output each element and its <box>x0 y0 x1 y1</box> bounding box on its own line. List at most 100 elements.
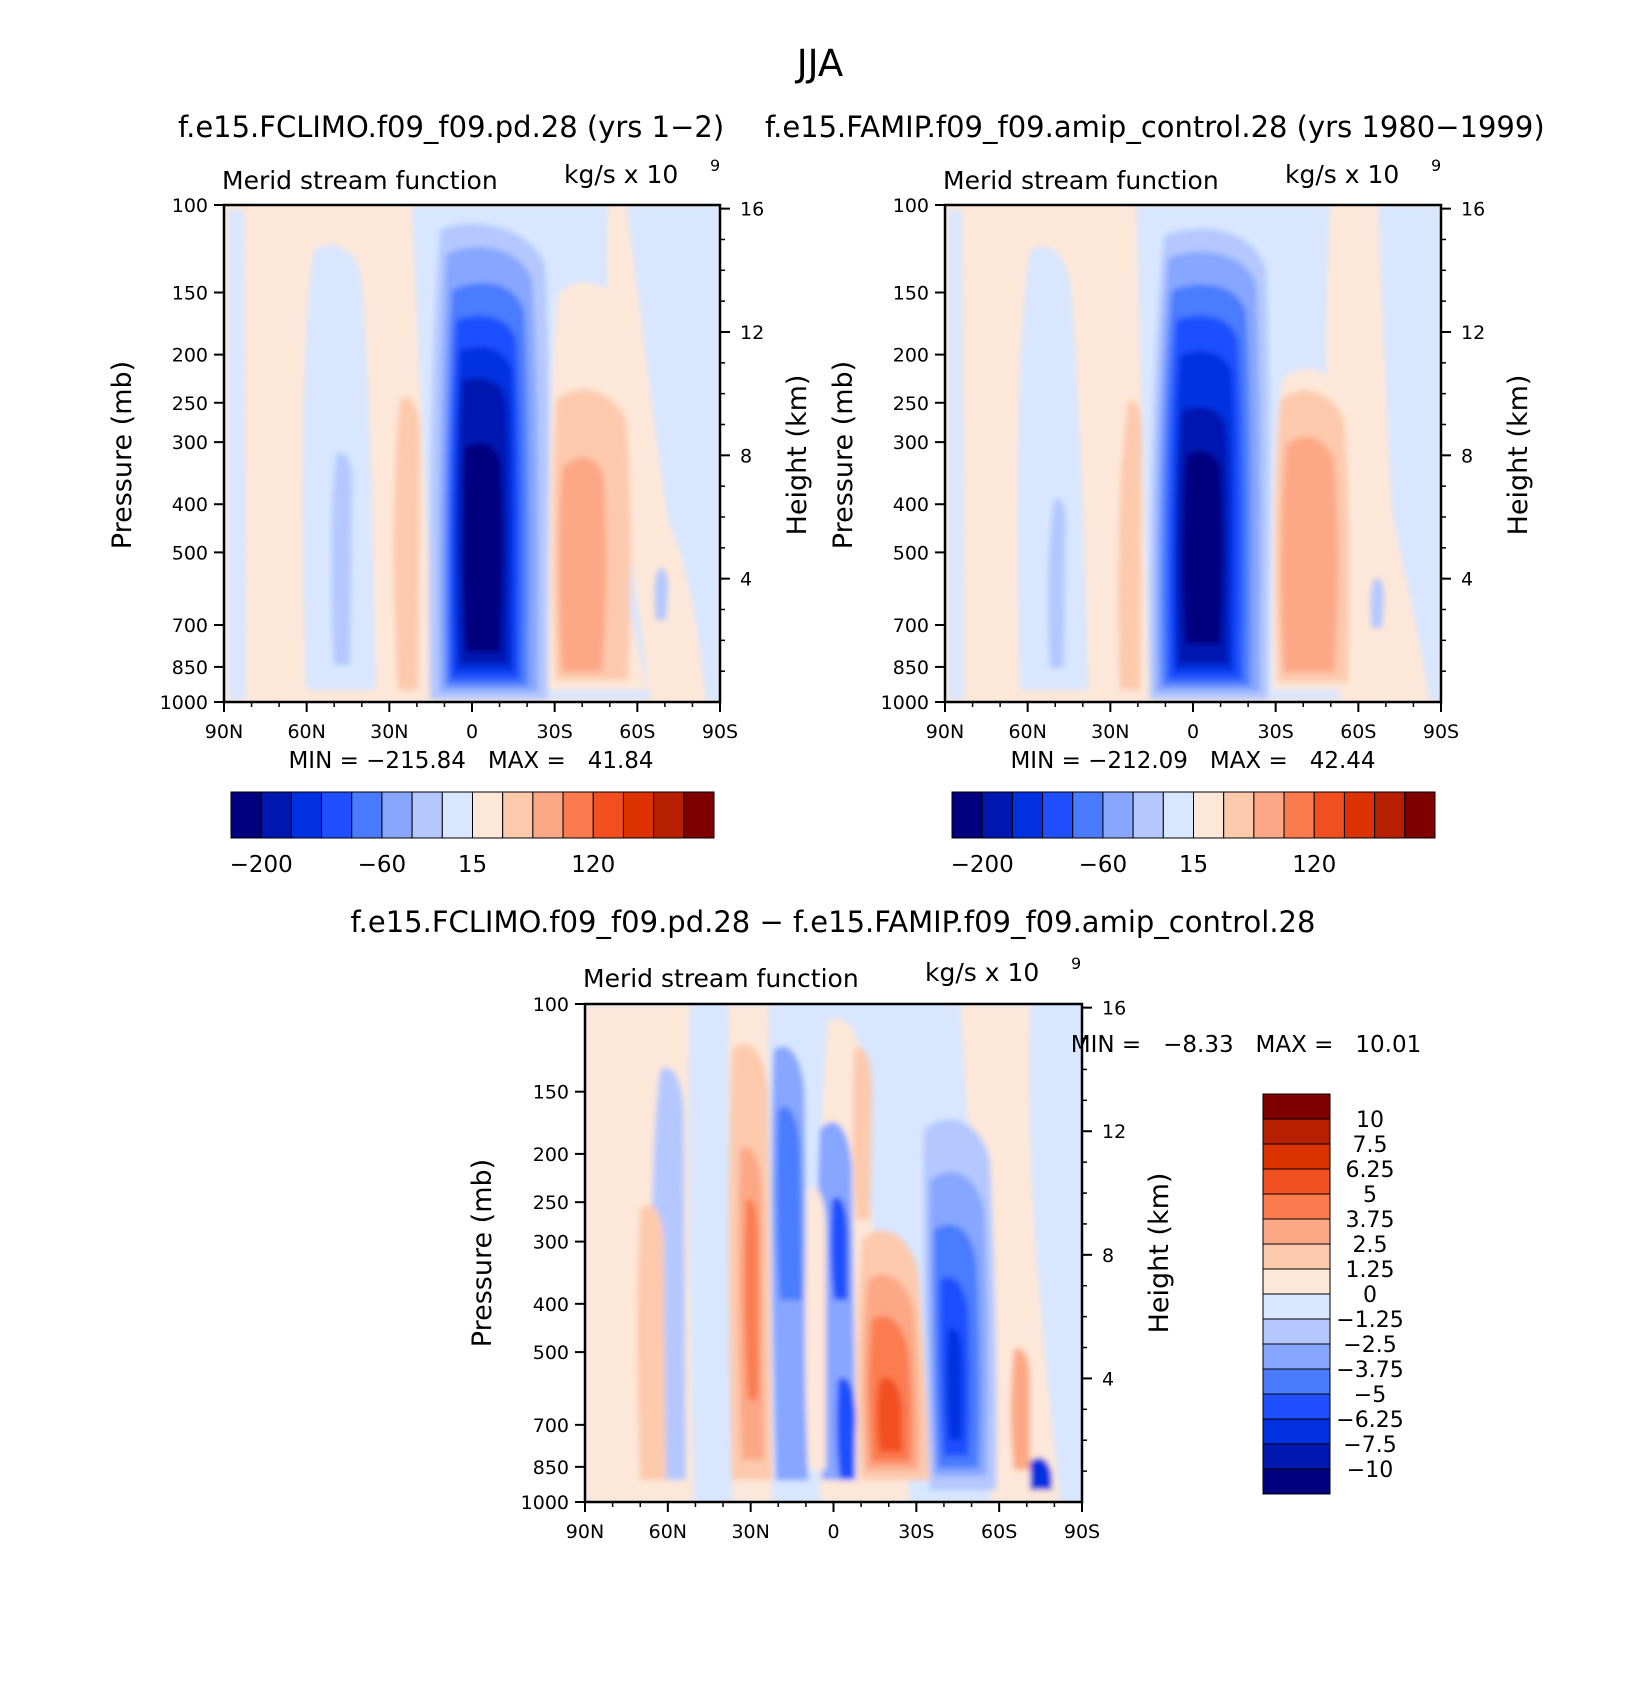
colorbar-top-right: −200 −60 15 120 <box>951 791 1436 878</box>
y-tick-label: 700 <box>172 615 208 637</box>
minmax-difference: MIN = −8.33 MAX = 10.01 <box>1071 1032 1421 1058</box>
y2label-top-left: Height (km) <box>782 375 813 536</box>
colorbar-top-left: −200 −60 15 120 <box>230 791 715 878</box>
right-panel-title: f.e15.FAMIP.f09_f09.amip_control.28 (yrs… <box>765 110 1545 144</box>
units-top-right: kg/s x 10 <box>1285 160 1399 189</box>
y-tick-label: 400 <box>533 1294 569 1316</box>
colorbar-swatch <box>1072 791 1104 839</box>
y2-tick-label: 8 <box>1461 445 1473 467</box>
x-tick-label: 90S <box>1423 721 1459 743</box>
colorbar-swatch <box>1262 1393 1331 1420</box>
colorbar-label: 2.5 <box>1353 1233 1388 1258</box>
colorbar-label: 15 <box>1179 852 1208 878</box>
x-tick-label: 60S <box>619 721 655 743</box>
colorbar-swatch <box>1162 791 1194 839</box>
colorbar-swatch <box>290 791 323 839</box>
colorbar-label: 0 <box>1363 1283 1377 1308</box>
colorbar-swatch <box>1253 791 1285 839</box>
colorbar-swatch <box>472 791 504 839</box>
y-tick-label: 250 <box>172 393 208 415</box>
colorbar-swatch <box>1193 791 1225 839</box>
y2label-difference: Height (km) <box>1144 1173 1175 1334</box>
units-top-left: kg/s x 10 <box>564 160 678 189</box>
y2-tick-label: 12 <box>1102 1121 1126 1143</box>
colorbar-label: 10 <box>1356 1108 1384 1133</box>
x-tick-label: 0 <box>1187 721 1199 743</box>
season-title: JJA <box>795 42 844 85</box>
colorbar-label: −60 <box>358 852 407 878</box>
colorbar-swatch <box>441 791 473 839</box>
colorbar-swatch <box>562 791 594 839</box>
y-tick-label: 200 <box>893 345 929 367</box>
colorbar-label: 120 <box>1292 852 1336 878</box>
colorbar-label: −60 <box>1079 852 1128 878</box>
left-panel-title: f.e15.FCLIMO.f09_f09.pd.28 (yrs 1−2) <box>178 110 724 144</box>
y-tick-label: 300 <box>893 432 929 454</box>
x-tick-label: 0 <box>827 1521 839 1543</box>
colorbar-swatch <box>622 791 655 839</box>
y-tick-label: 1000 <box>521 1492 569 1514</box>
y2-tick-label: 8 <box>1102 1245 1114 1267</box>
colorbar-label: 5 <box>1363 1183 1377 1208</box>
colorbar-swatch <box>1262 1193 1331 1220</box>
colorbar-label: −200 <box>230 852 293 878</box>
x-tick-label: 30N <box>370 721 408 743</box>
colorbar-label: −3.75 <box>1336 1358 1403 1383</box>
y2-tick-label: 16 <box>1461 199 1485 221</box>
y-tick-label: 150 <box>533 1082 569 1104</box>
units-exponent-difference: 9 <box>1071 954 1081 973</box>
colorbar-swatch <box>653 791 685 839</box>
colorbar-swatch <box>1102 791 1134 839</box>
y-tick-label: 400 <box>893 494 929 516</box>
colorbar-swatch <box>1262 1243 1331 1270</box>
colorbar-swatch <box>1262 1368 1331 1395</box>
colorbar-swatch <box>1262 1093 1331 1120</box>
y-tick-label: 300 <box>533 1232 569 1254</box>
colorbar-swatch <box>1262 1468 1331 1495</box>
colorbar-swatch <box>1223 791 1255 839</box>
colorbar-swatch <box>1343 791 1376 839</box>
x-tick-label: 30N <box>1091 721 1129 743</box>
y-tick-label: 850 <box>172 657 208 679</box>
colorbar-swatch <box>321 791 353 839</box>
colorbar-swatch <box>1262 1443 1331 1470</box>
x-tick-label: 90N <box>205 721 243 743</box>
x-tick-label: 90N <box>566 1521 604 1543</box>
y-tick-label: 1000 <box>881 692 929 714</box>
y-tick-label: 850 <box>533 1457 569 1479</box>
x-tick-label: 60N <box>1008 721 1046 743</box>
colorbar-swatch <box>1262 1318 1331 1345</box>
colorbar-label: −200 <box>951 852 1014 878</box>
units-exponent-top-left: 9 <box>710 156 720 175</box>
y-tick-label: 400 <box>172 494 208 516</box>
colorbar-difference: 107.56.2553.752.51.250−1.25−2.5−3.75−5−6… <box>1262 1093 1404 1495</box>
x-tick-label: 0 <box>466 721 478 743</box>
colorbar-swatch <box>532 791 564 839</box>
colorbar-swatch <box>1262 1418 1331 1445</box>
ylabel-top-right: Pressure (mb) <box>828 361 859 549</box>
y-tick-label: 500 <box>893 542 929 564</box>
y-tick-label: 100 <box>533 994 569 1016</box>
x-tick-label: 60S <box>1340 721 1376 743</box>
colorbar-swatch <box>1283 791 1315 839</box>
ylabel-difference: Pressure (mb) <box>467 1159 498 1347</box>
colorbar-swatch <box>411 791 443 839</box>
units-exponent-top-right: 9 <box>1431 156 1441 175</box>
y-tick-label: 250 <box>533 1192 569 1214</box>
colorbar-swatch <box>1132 791 1164 839</box>
y2-tick-label: 4 <box>1102 1368 1114 1390</box>
colorbar-swatch <box>502 791 534 839</box>
colorbar-swatch <box>1313 791 1345 839</box>
y-tick-label: 1000 <box>160 692 208 714</box>
x-tick-label: 60S <box>981 1521 1017 1543</box>
subtitle-difference: Merid stream function <box>583 964 859 993</box>
contour-field-top-right <box>945 205 1441 702</box>
contour-field-top-left <box>224 205 720 702</box>
y-tick-label: 100 <box>172 195 208 217</box>
colorbar-swatch <box>1262 1293 1331 1320</box>
difference-title: f.e15.FCLIMO.f09_f09.pd.28 − f.e15.FAMIP… <box>351 905 1316 939</box>
x-tick-label: 90N <box>926 721 964 743</box>
